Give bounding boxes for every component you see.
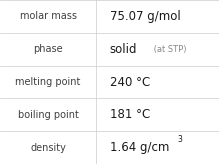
Text: (at STP): (at STP) [151, 45, 187, 54]
Text: melting point: melting point [16, 77, 81, 87]
Text: boiling point: boiling point [18, 110, 79, 120]
Text: phase: phase [33, 44, 63, 54]
Text: molar mass: molar mass [20, 11, 77, 21]
Text: solid: solid [110, 43, 137, 56]
Text: 181 °C: 181 °C [110, 108, 150, 121]
Text: 1.64 g/cm: 1.64 g/cm [110, 141, 169, 154]
Text: density: density [30, 143, 66, 153]
Text: 240 °C: 240 °C [110, 75, 150, 89]
Text: 3: 3 [177, 135, 182, 144]
Text: 75.07 g/mol: 75.07 g/mol [110, 10, 180, 23]
